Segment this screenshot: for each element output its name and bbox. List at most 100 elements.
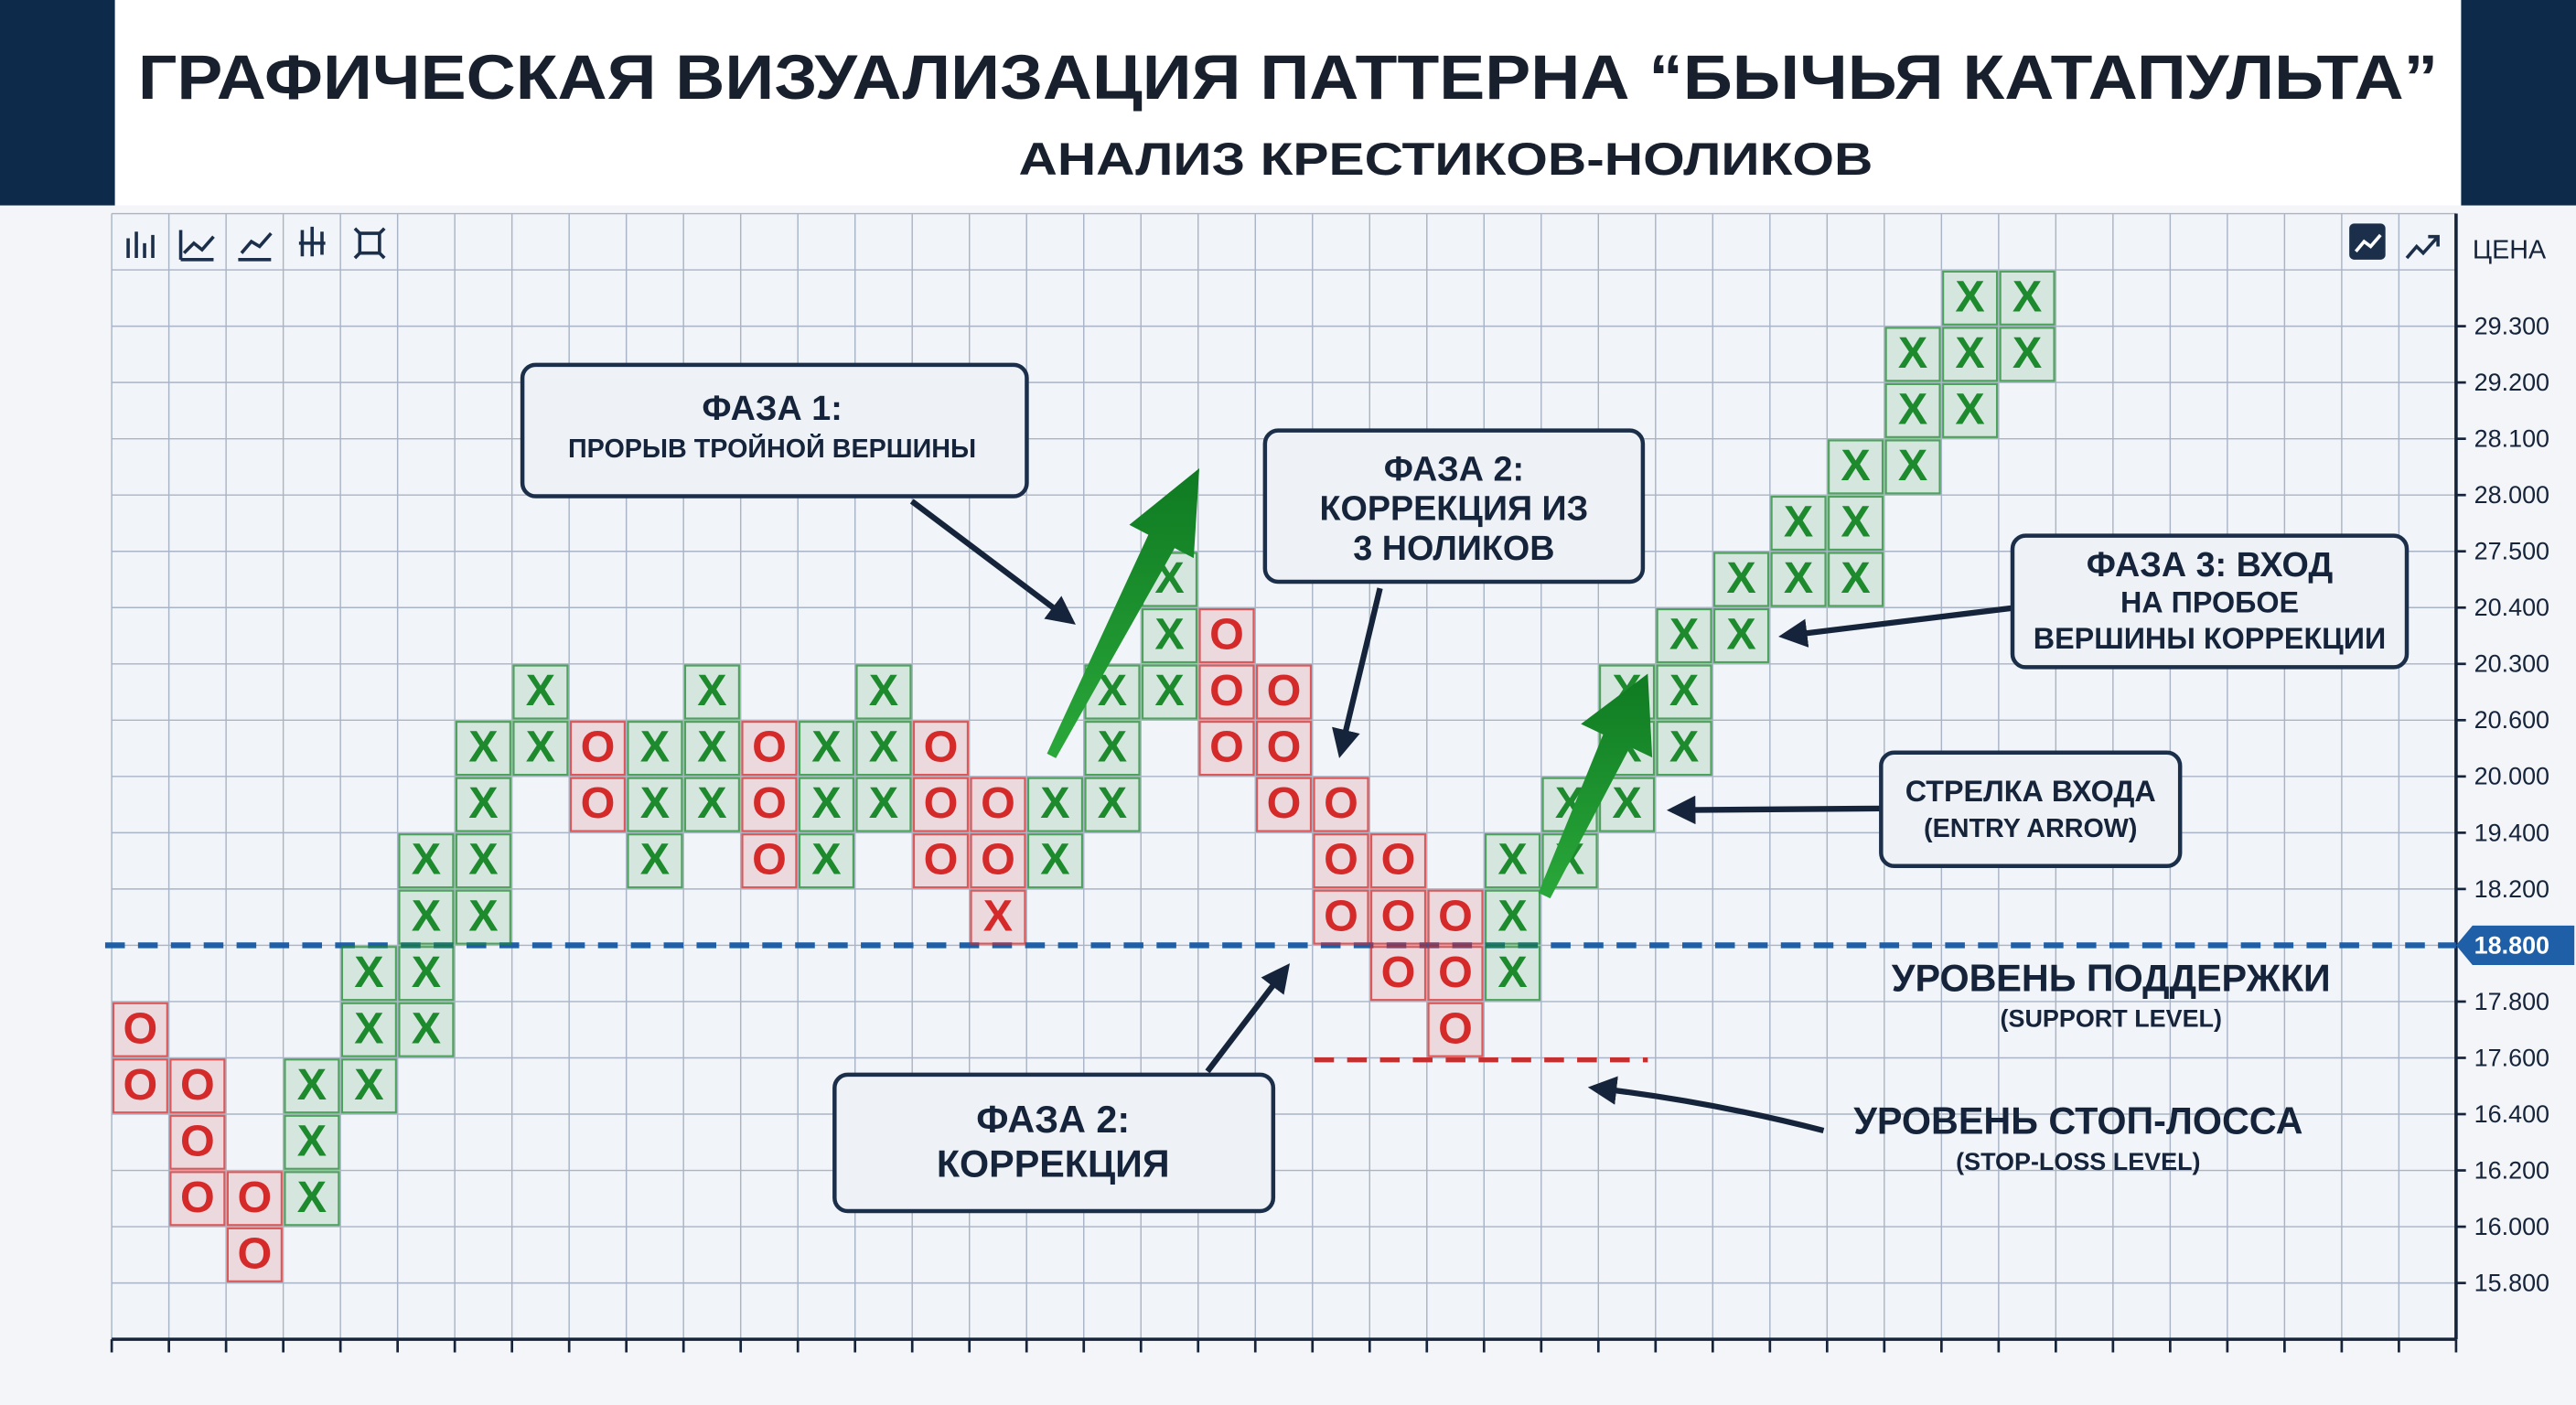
header-side (2461, 0, 2576, 206)
x-mark: X (1040, 778, 1069, 828)
cell (1198, 664, 1255, 720)
o-mark: O (238, 1173, 273, 1222)
cell (284, 1058, 340, 1114)
annotation-text: КОРРЕКЦИЯ (937, 1142, 1170, 1185)
green-arrow (1046, 468, 1200, 758)
cell (1942, 327, 1999, 382)
x-mark: X (1497, 948, 1527, 997)
cell (1026, 833, 1084, 889)
o-mark: O (1209, 666, 1244, 715)
icon-frame[interactable] (353, 227, 386, 260)
cell (1828, 439, 1884, 495)
cell (741, 721, 798, 777)
o-mark: O (581, 723, 616, 772)
o-mark: O (1438, 948, 1473, 997)
y-tick-label: 17.800 (2474, 988, 2549, 1015)
x-mark: X (354, 948, 383, 997)
x-mark: X (1497, 835, 1527, 885)
x-mark: X (1497, 891, 1527, 940)
cell (741, 777, 798, 832)
x-mark: X (526, 666, 555, 715)
o-mark: O (1267, 778, 1302, 828)
icon-active[interactable] (2349, 223, 2386, 260)
pointer-arrow (1778, 605, 2013, 648)
y-tick-label: 18.800 (2474, 931, 2549, 959)
icon-candles[interactable] (298, 226, 326, 257)
stop-loss-sublabel: (STOP-LOSS LEVEL) (1956, 1148, 2200, 1175)
x-mark: X (1955, 328, 1984, 378)
cell (798, 777, 854, 832)
green-arrow (1538, 673, 1653, 899)
cell (1485, 946, 1541, 1002)
x-mark: X (354, 1060, 383, 1110)
cell (1313, 833, 1369, 889)
o-mark: O (924, 778, 959, 828)
cell (970, 777, 1026, 832)
icon-trend-2[interactable] (2405, 234, 2440, 260)
x-mark: X (468, 778, 498, 828)
x-mark: X (697, 666, 726, 715)
cell (1656, 721, 1712, 777)
cell (683, 721, 740, 777)
o-mark: O (981, 835, 1015, 885)
cell (741, 833, 798, 889)
support-sublabel: (SUPPORT LEVEL) (2001, 1005, 2222, 1033)
o-mark: O (1267, 723, 1302, 772)
cell (1198, 607, 1255, 664)
cell (1313, 777, 1369, 832)
x-mark: X (412, 948, 441, 997)
x-mark: X (869, 666, 898, 715)
cell (340, 1002, 397, 1057)
pointer-arrow (1332, 587, 1383, 758)
icon-trend[interactable] (2354, 233, 2382, 253)
x-mark: X (1612, 778, 1641, 828)
pointer-arrow (1587, 1076, 1825, 1134)
x-mark: X (1898, 441, 1927, 490)
x-mark: X (811, 835, 841, 885)
cell (1485, 889, 1541, 945)
cell (1369, 833, 1427, 889)
cell (226, 1171, 283, 1227)
x-mark: X (1955, 272, 1984, 321)
toolbar[interactable] (126, 223, 2440, 262)
x-mark: X (468, 723, 498, 772)
pointer-arrow (1666, 795, 1882, 825)
x-mark: X (1784, 553, 1813, 603)
cell (1141, 664, 1198, 720)
cell (1255, 721, 1313, 777)
cell (627, 833, 683, 889)
x-mark: X (1669, 666, 1699, 715)
x-mark: X (869, 723, 898, 772)
o-mark: O (924, 835, 959, 885)
cell (569, 777, 626, 832)
x-mark: X (1154, 666, 1184, 715)
cell (512, 664, 569, 720)
cell (1427, 1002, 1484, 1057)
cell (284, 1171, 340, 1227)
x-mark: X (1098, 778, 1127, 828)
cell (855, 777, 912, 832)
o-mark: O (238, 1228, 273, 1278)
support-label: УРОВЕНЬ ПОДДЕРЖКИ (1892, 957, 2331, 999)
x-mark: X (811, 723, 841, 772)
annotation-text: (ENTRY ARROW) (1924, 814, 2137, 843)
pointer-arrow (909, 499, 1076, 625)
x-mark: X (1726, 553, 1755, 603)
cell (340, 946, 397, 1002)
annotation-box (1879, 750, 2183, 868)
cell (1427, 946, 1484, 1002)
x-mark: X (468, 891, 498, 940)
x-mark: X (354, 1003, 383, 1053)
icon-bars[interactable] (126, 231, 155, 259)
cell (398, 1002, 455, 1057)
y-tick-label: 16.200 (2474, 1156, 2549, 1184)
x-mark: X (640, 778, 670, 828)
x-mark: X (811, 778, 841, 828)
icon-area[interactable] (238, 231, 273, 262)
axis: 29.300 29.200 28.100 28.000 27.500 20.400 20.3… (2455, 313, 2575, 1297)
annotation-text: НА ПРОБОЕ (2120, 586, 2299, 619)
o-mark: O (1438, 1003, 1473, 1053)
annotation-box (832, 1072, 1276, 1214)
icon-line[interactable] (178, 230, 215, 262)
